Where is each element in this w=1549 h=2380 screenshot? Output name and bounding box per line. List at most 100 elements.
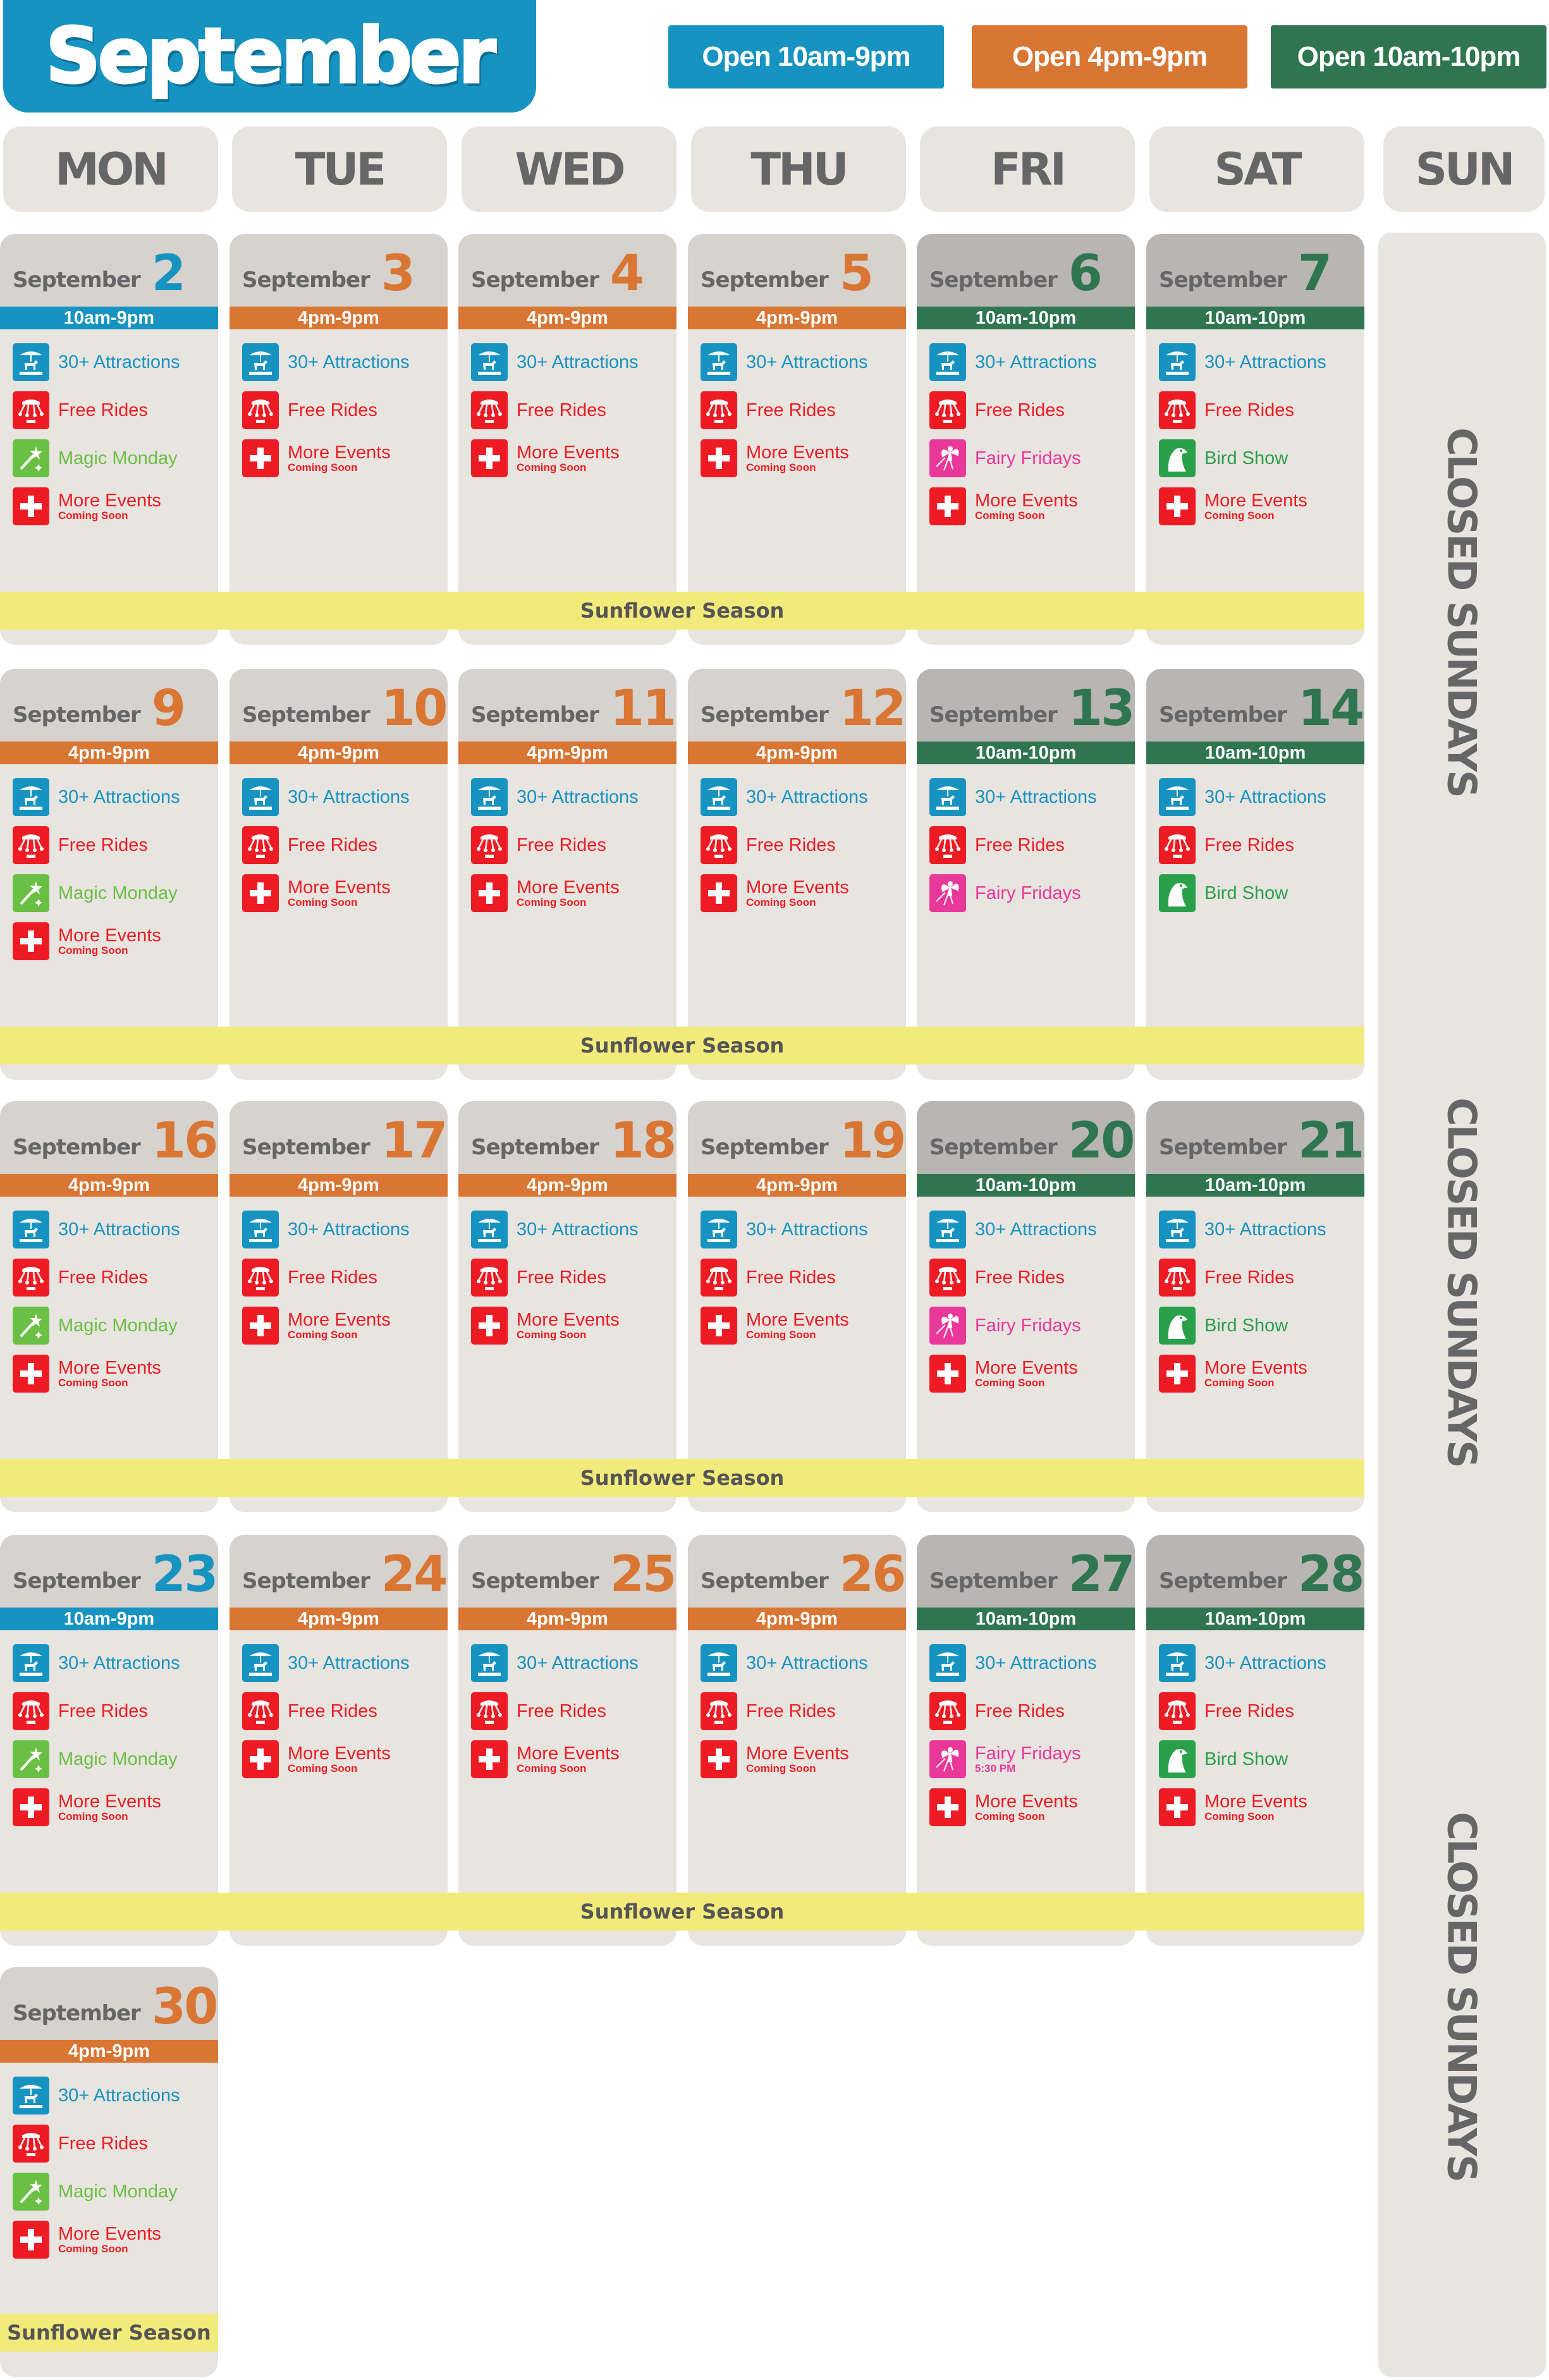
event-item-rides[interactable]: Free Rides <box>701 1259 906 1297</box>
event-item-more[interactable]: More Events Coming Soon <box>13 487 218 525</box>
event-item-rides[interactable]: Free Rides <box>13 1692 218 1730</box>
day-card-20[interactable]: September 20 10am-10pm 30+ Attractions Free … <box>917 1101 1135 1512</box>
day-card-19[interactable]: September 19 4pm-9pm 30+ Attractions Free Ri… <box>688 1101 906 1512</box>
event-item-rides[interactable]: Free Rides <box>471 1692 677 1730</box>
day-card-27[interactable]: September 27 10am-10pm 30+ Attractions Free … <box>917 1535 1135 1946</box>
day-card-21[interactable]: September 21 10am-10pm 30+ Attractions Free … <box>1146 1101 1364 1512</box>
event-item-attractions[interactable]: 30+ Attractions <box>13 1211 218 1248</box>
day-card-11[interactable]: September 11 4pm-9pm 30+ Attractions Free Ri… <box>458 669 677 1080</box>
event-item-attractions[interactable]: 30+ Attractions <box>242 1644 448 1682</box>
day-card-9[interactable]: September 9 4pm-9pm 30+ Attractions Free Rid… <box>0 669 218 1080</box>
event-item-rides[interactable]: Free Rides <box>242 1692 448 1730</box>
event-item-rides[interactable]: Free Rides <box>929 1692 1135 1730</box>
event-item-magic[interactable]: Magic Monday <box>13 1307 218 1345</box>
event-item-rides[interactable]: Free Rides <box>13 826 218 864</box>
event-item-attractions[interactable]: 30+ Attractions <box>13 343 218 381</box>
event-item-rides[interactable]: Free Rides <box>1159 826 1364 864</box>
event-item-attractions[interactable]: 30+ Attractions <box>701 778 906 816</box>
event-item-attractions[interactable]: 30+ Attractions <box>1159 1211 1364 1248</box>
event-item-attractions[interactable]: 30+ Attractions <box>242 1211 448 1248</box>
day-card-10[interactable]: September 10 4pm-9pm 30+ Attractions Free Ri… <box>230 669 448 1080</box>
event-item-rides[interactable]: Free Rides <box>701 826 906 864</box>
event-item-more[interactable]: More Events Coming Soon <box>471 1740 677 1778</box>
day-card-30[interactable]: September 30 4pm-9pm 30+ Attractions Free Ri… <box>0 1967 218 2377</box>
event-item-magic[interactable]: Magic Monday <box>13 439 218 477</box>
event-item-attractions[interactable]: 30+ Attractions <box>929 1644 1135 1682</box>
event-item-attractions[interactable]: 30+ Attractions <box>471 343 677 381</box>
day-card-4[interactable]: September 4 4pm-9pm 30+ Attractions Free Rid… <box>458 234 677 645</box>
event-item-more[interactable]: More Events Coming Soon <box>13 2221 218 2259</box>
event-item-more[interactable]: More Events Coming Soon <box>701 439 906 477</box>
day-card-14[interactable]: September 14 10am-10pm 30+ Attractions Free … <box>1146 669 1364 1080</box>
event-item-attractions[interactable]: 30+ Attractions <box>471 1211 677 1248</box>
event-item-attractions[interactable]: 30+ Attractions <box>1159 1644 1364 1682</box>
event-item-attractions[interactable]: 30+ Attractions <box>242 778 448 816</box>
event-item-rides[interactable]: Free Rides <box>471 391 677 429</box>
event-item-rides[interactable]: Free Rides <box>13 1259 218 1297</box>
day-card-7[interactable]: September 7 10am-10pm 30+ Attractions Free R… <box>1146 234 1364 645</box>
event-item-more[interactable]: More Events Coming Soon <box>1159 487 1364 525</box>
day-card-12[interactable]: September 12 4pm-9pm 30+ Attractions Free Ri… <box>688 669 906 1080</box>
event-item-more[interactable]: More Events Coming Soon <box>13 1788 218 1826</box>
event-item-fairy[interactable]: Fairy Fridays <box>929 874 1135 912</box>
event-item-attractions[interactable]: 30+ Attractions <box>1159 778 1364 816</box>
event-item-rides[interactable]: Free Rides <box>929 1259 1135 1297</box>
event-item-fairy[interactable]: Fairy Fridays <box>929 1307 1135 1345</box>
event-item-attractions[interactable]: 30+ Attractions <box>242 343 448 381</box>
event-item-more[interactable]: More Events Coming Soon <box>471 439 677 477</box>
event-item-bird[interactable]: Bird Show <box>1159 874 1364 912</box>
event-item-magic[interactable]: Magic Monday <box>13 2173 218 2211</box>
event-item-magic[interactable]: Magic Monday <box>13 1740 218 1778</box>
event-item-rides[interactable]: Free Rides <box>13 391 218 429</box>
event-item-more[interactable]: More Events Coming Soon <box>242 874 448 912</box>
event-item-fairy[interactable]: Fairy Fridays 5:30 PM <box>929 1740 1135 1778</box>
day-card-17[interactable]: September 17 4pm-9pm 30+ Attractions Free Ri… <box>230 1101 448 1512</box>
event-item-more[interactable]: More Events Coming Soon <box>242 439 448 477</box>
event-item-more[interactable]: More Events Coming Soon <box>471 874 677 912</box>
event-item-fairy[interactable]: Fairy Fridays <box>929 439 1135 477</box>
event-item-rides[interactable]: Free Rides <box>242 391 448 429</box>
event-item-attractions[interactable]: 30+ Attractions <box>471 778 677 816</box>
event-item-more[interactable]: More Events Coming Soon <box>701 1740 906 1778</box>
event-item-magic[interactable]: Magic Monday <box>13 874 218 912</box>
event-item-attractions[interactable]: 30+ Attractions <box>701 1211 906 1248</box>
event-item-rides[interactable]: Free Rides <box>1159 1692 1364 1730</box>
event-item-bird[interactable]: Bird Show <box>1159 439 1364 477</box>
event-item-rides[interactable]: Free Rides <box>242 1259 448 1297</box>
event-item-more[interactable]: More Events Coming Soon <box>242 1740 448 1778</box>
event-item-attractions[interactable]: 30+ Attractions <box>13 1644 218 1682</box>
event-item-rides[interactable]: Free Rides <box>471 826 677 864</box>
event-item-more[interactable]: More Events Coming Soon <box>242 1307 448 1345</box>
event-item-rides[interactable]: Free Rides <box>1159 1259 1364 1297</box>
day-card-18[interactable]: September 18 4pm-9pm 30+ Attractions Free Ri… <box>458 1101 677 1512</box>
event-item-more[interactable]: More Events Coming Soon <box>1159 1355 1364 1393</box>
event-item-rides[interactable]: Free Rides <box>701 1692 906 1730</box>
event-item-more[interactable]: More Events Coming Soon <box>13 1355 218 1393</box>
day-card-13[interactable]: September 13 10am-10pm 30+ Attractions Free … <box>917 669 1135 1080</box>
event-item-rides[interactable]: Free Rides <box>701 391 906 429</box>
event-item-attractions[interactable]: 30+ Attractions <box>701 343 906 381</box>
day-card-16[interactable]: September 16 4pm-9pm 30+ Attractions Free Ri… <box>0 1101 218 1512</box>
event-item-attractions[interactable]: 30+ Attractions <box>929 343 1135 381</box>
day-card-28[interactable]: September 28 10am-10pm 30+ Attractions Free … <box>1146 1535 1364 1946</box>
event-item-rides[interactable]: Free Rides <box>242 826 448 864</box>
event-item-attractions[interactable]: 30+ Attractions <box>929 1211 1135 1248</box>
event-item-attractions[interactable]: 30+ Attractions <box>13 2077 218 2115</box>
event-item-bird[interactable]: Bird Show <box>1159 1740 1364 1778</box>
event-item-attractions[interactable]: 30+ Attractions <box>13 778 218 816</box>
day-card-3[interactable]: September 3 4pm-9pm 30+ Attractions Free Rid… <box>230 234 448 645</box>
event-item-more[interactable]: More Events Coming Soon <box>929 1788 1135 1826</box>
day-card-26[interactable]: September 26 4pm-9pm 30+ Attractions Free Ri… <box>688 1535 906 1946</box>
day-card-5[interactable]: September 5 4pm-9pm 30+ Attractions Free Rid… <box>688 234 906 645</box>
event-item-more[interactable]: More Events Coming Soon <box>929 487 1135 525</box>
day-card-25[interactable]: September 25 4pm-9pm 30+ Attractions Free Ri… <box>458 1535 677 1946</box>
event-item-rides[interactable]: Free Rides <box>929 391 1135 429</box>
event-item-bird[interactable]: Bird Show <box>1159 1307 1364 1345</box>
event-item-attractions[interactable]: 30+ Attractions <box>471 1644 677 1682</box>
day-card-24[interactable]: September 24 4pm-9pm 30+ Attractions Free Ri… <box>230 1535 448 1946</box>
event-item-more[interactable]: More Events Coming Soon <box>701 874 906 912</box>
event-item-rides[interactable]: Free Rides <box>13 2125 218 2163</box>
event-item-rides[interactable]: Free Rides <box>471 1259 677 1297</box>
event-item-attractions[interactable]: 30+ Attractions <box>701 1644 906 1682</box>
event-item-more[interactable]: More Events Coming Soon <box>929 1355 1135 1393</box>
